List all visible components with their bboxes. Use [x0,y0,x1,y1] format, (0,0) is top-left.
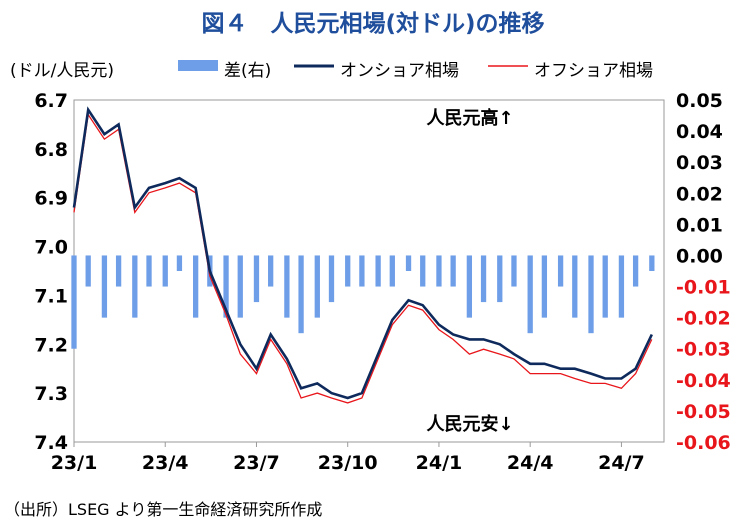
legend-label-offshore: オフショア相場 [534,61,653,81]
y-left-tick-label: 6.7 [34,90,68,112]
spread-bar [527,255,533,334]
x-tick-label: 24/1 [416,452,463,474]
spread-bar [146,255,152,287]
chart-title: 図４ 人民元相場(対ドル)の推移 [201,11,545,37]
y-right-tick-label: 0.04 [676,121,723,143]
spread-bar [284,255,290,318]
y-right-tick-label: -0.06 [676,432,731,454]
spread-bar [511,255,517,287]
x-tick-label: 23/7 [233,452,280,474]
y-right-tick-label: -0.05 [676,401,731,423]
spread-bar [557,255,564,287]
spread-bar [176,255,183,271]
y-left-tick-label: 6.8 [34,139,68,161]
spread-bar [497,255,503,303]
spread-bar [359,255,365,287]
spread-bar [420,255,426,287]
spread-bar [541,255,548,318]
y-left-tick-label: 7.3 [34,383,68,405]
offshore-line [73,112,653,404]
onshore-line [72,106,653,400]
y-left-tick-label: 7.2 [34,334,68,356]
spread-bar [389,255,395,287]
y-left-tick-label: 7.4 [34,432,68,454]
spread-bar [115,255,122,287]
spread-bar [649,255,655,271]
x-tick-label: 23/10 [318,452,378,474]
spread-bar [405,255,412,271]
spread-bar [193,255,199,318]
x-tick-label: 23/4 [142,452,189,474]
spread-bar [328,255,335,303]
y-right-tick-label: 0.02 [676,183,723,205]
x-tick-label: 24/7 [598,452,645,474]
source-note: （出所）LSEG より第一生命経済研究所作成 [4,500,323,519]
legend-swatch-spread [178,60,218,71]
legend-label-spread: 差(右) [224,61,271,81]
spread-bar [85,255,91,287]
y-right-tick-label: -0.01 [676,277,731,299]
y-right-tick-label: -0.02 [676,308,731,330]
spread-bar [602,255,608,318]
spread-bar [71,255,77,349]
annotation-yuan-weak: 人民元安↓ [426,413,513,435]
spread-bar [466,255,473,318]
spread-bar [572,255,578,318]
spread-bar [237,255,243,318]
spread-bar [632,255,639,287]
spread-bar [132,255,138,318]
spread-bar [618,255,625,318]
x-tick-label: 24/4 [507,452,554,474]
spread-bar [268,255,274,287]
spread-bar [162,255,168,287]
y-right-tick-label: 0.01 [676,214,723,236]
spread-bar [253,255,260,303]
spread-bar [314,255,320,318]
y-left-tick-label: 6.9 [34,188,68,210]
y-right-tick-label: -0.04 [676,370,731,392]
spread-bar [588,255,594,334]
y-right-tick-label: 0.00 [676,245,723,267]
y-left-tick-label: 7.1 [34,285,68,307]
spread-bar [480,255,487,303]
annotation-yuan-strong: 人民元高↑ [426,107,513,129]
y-left-tick-label: 7.0 [34,237,68,259]
spread-bar [223,255,229,318]
y-right-tick-label: 0.05 [676,90,723,112]
y-left-unit-label: (ドル/人民元) [10,61,114,81]
y-right-tick-label: -0.03 [676,339,731,361]
spread-bar [450,255,456,287]
spread-bar [101,255,108,318]
spread-bar [298,255,304,334]
spread-bar [345,255,351,287]
legend-label-onshore: オンショア相場 [340,61,459,81]
spread-bar [375,255,381,287]
spread-bar [436,255,442,287]
x-tick-label: 23/1 [51,452,98,474]
y-right-tick-label: 0.03 [676,152,723,174]
